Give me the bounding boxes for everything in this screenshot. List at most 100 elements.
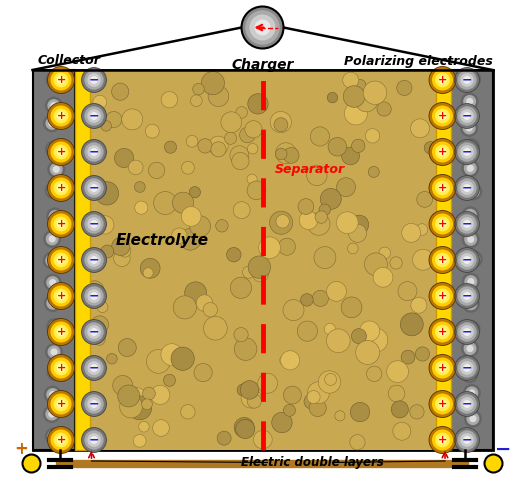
Text: +: + <box>56 399 66 409</box>
Circle shape <box>93 95 107 109</box>
Circle shape <box>457 250 477 270</box>
Circle shape <box>91 316 109 334</box>
Bar <box>450 70 492 450</box>
Circle shape <box>463 328 471 336</box>
Circle shape <box>424 142 437 154</box>
Text: +: + <box>56 75 66 85</box>
Circle shape <box>90 76 98 84</box>
Bar <box>33 70 492 450</box>
Circle shape <box>280 355 290 366</box>
Circle shape <box>173 296 196 319</box>
Circle shape <box>464 275 477 288</box>
Circle shape <box>388 385 405 402</box>
Circle shape <box>87 181 101 195</box>
Circle shape <box>202 72 225 94</box>
Circle shape <box>460 253 474 267</box>
Circle shape <box>81 248 107 272</box>
Circle shape <box>90 184 98 192</box>
Circle shape <box>46 276 59 289</box>
Circle shape <box>278 238 296 255</box>
Circle shape <box>172 228 187 244</box>
Circle shape <box>465 140 478 153</box>
Circle shape <box>142 399 152 409</box>
Circle shape <box>342 147 360 165</box>
Circle shape <box>48 410 56 418</box>
Circle shape <box>113 376 133 396</box>
Circle shape <box>460 433 474 447</box>
Circle shape <box>49 300 56 306</box>
Circle shape <box>54 72 68 88</box>
Circle shape <box>47 210 75 238</box>
Circle shape <box>457 214 477 234</box>
Circle shape <box>463 436 471 444</box>
Circle shape <box>50 106 71 126</box>
Circle shape <box>50 286 71 306</box>
Circle shape <box>133 434 146 447</box>
Circle shape <box>465 322 478 336</box>
Circle shape <box>457 322 477 342</box>
Circle shape <box>314 246 336 268</box>
Circle shape <box>146 350 170 374</box>
Circle shape <box>467 185 480 198</box>
Circle shape <box>365 128 380 143</box>
Circle shape <box>51 76 58 84</box>
Circle shape <box>284 404 296 416</box>
Circle shape <box>81 284 107 308</box>
Circle shape <box>438 292 447 300</box>
Text: −: − <box>462 110 472 122</box>
Circle shape <box>470 188 477 195</box>
Circle shape <box>47 426 75 454</box>
Circle shape <box>297 321 318 341</box>
Circle shape <box>438 76 447 84</box>
Circle shape <box>52 166 60 173</box>
Circle shape <box>93 334 105 345</box>
Circle shape <box>46 388 59 401</box>
Circle shape <box>247 181 266 200</box>
Circle shape <box>23 454 40 472</box>
Circle shape <box>455 248 479 272</box>
Circle shape <box>96 216 114 234</box>
Circle shape <box>350 215 369 234</box>
Circle shape <box>463 364 471 372</box>
Circle shape <box>320 188 341 210</box>
Circle shape <box>373 268 393 287</box>
Circle shape <box>198 138 212 153</box>
Circle shape <box>460 92 479 110</box>
Circle shape <box>318 371 341 393</box>
Circle shape <box>464 434 477 446</box>
Circle shape <box>460 181 474 195</box>
Circle shape <box>107 354 117 364</box>
Circle shape <box>236 106 247 118</box>
Circle shape <box>81 176 107 201</box>
Text: −: − <box>462 74 472 86</box>
Circle shape <box>461 340 479 357</box>
Circle shape <box>236 420 255 438</box>
Circle shape <box>50 394 71 414</box>
Circle shape <box>429 318 456 345</box>
Text: +: + <box>438 219 447 229</box>
Circle shape <box>43 405 61 423</box>
Circle shape <box>43 114 61 132</box>
Circle shape <box>81 68 107 92</box>
Circle shape <box>270 112 291 132</box>
Circle shape <box>57 148 65 156</box>
Circle shape <box>349 224 366 242</box>
Circle shape <box>118 338 136 356</box>
Circle shape <box>90 364 98 372</box>
Circle shape <box>85 394 104 413</box>
Circle shape <box>47 174 75 202</box>
Circle shape <box>485 454 502 472</box>
Circle shape <box>46 208 64 226</box>
Circle shape <box>90 112 98 120</box>
Circle shape <box>301 294 313 306</box>
Text: −: − <box>89 146 99 158</box>
Text: Electric double layers: Electric double layers <box>241 456 384 469</box>
Circle shape <box>432 286 453 306</box>
Circle shape <box>46 232 59 245</box>
Circle shape <box>191 95 202 106</box>
Circle shape <box>233 202 250 218</box>
Circle shape <box>44 294 62 312</box>
Text: +: + <box>56 219 66 229</box>
Circle shape <box>85 142 104 162</box>
Circle shape <box>463 220 471 228</box>
